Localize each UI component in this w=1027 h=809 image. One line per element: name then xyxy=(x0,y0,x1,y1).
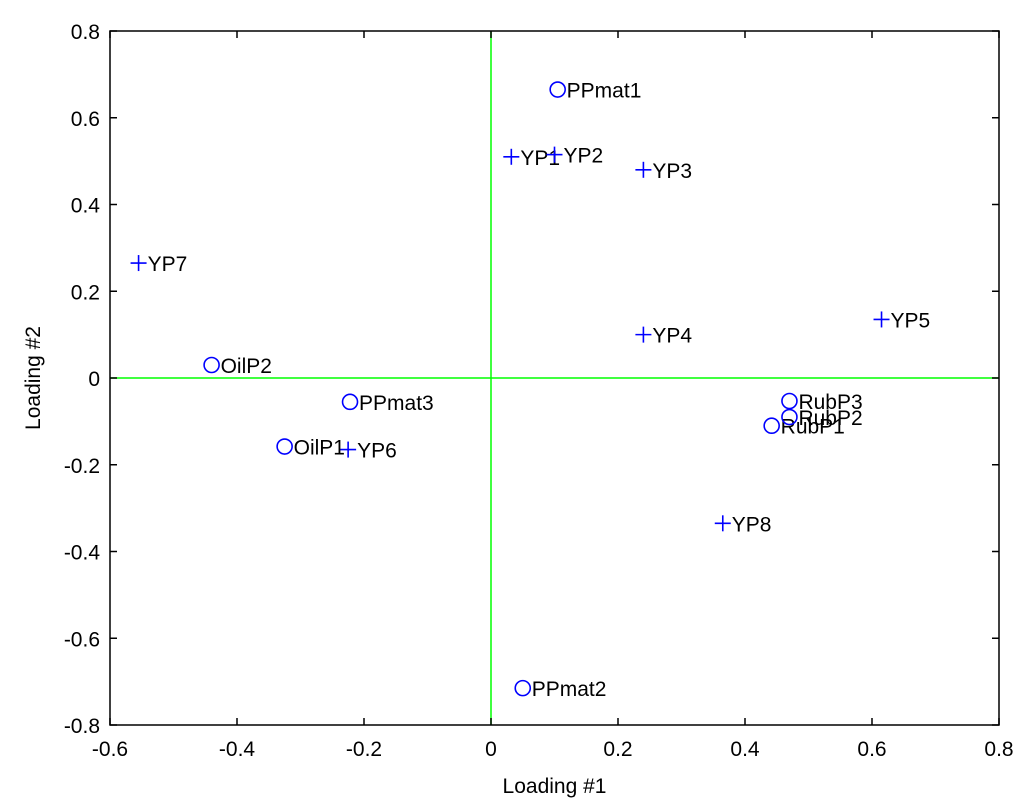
data-point: YP5 xyxy=(873,309,931,332)
x-tick-label: 0.6 xyxy=(857,738,886,761)
data-point: PPmat2 xyxy=(514,678,607,701)
data-point: OilP2 xyxy=(203,355,272,378)
circle-marker xyxy=(781,392,798,410)
point-label: PPmat1 xyxy=(567,80,642,103)
x-tick-label: -0.4 xyxy=(219,738,256,761)
y-tick-label: -0.4 xyxy=(64,542,101,565)
circle-marker xyxy=(549,81,566,98)
y-tick-label: 0.4 xyxy=(71,195,101,218)
point-label: OilP2 xyxy=(221,355,272,378)
y-tick-label: 0.2 xyxy=(71,281,100,304)
x-tick-label: 0 xyxy=(485,738,497,761)
point-label: YP7 xyxy=(148,253,188,276)
data-point: OilP1 xyxy=(276,437,345,460)
x-tick-label: -0.2 xyxy=(346,738,382,761)
data-point: YP4 xyxy=(635,325,692,348)
data-point: PPmat1 xyxy=(549,80,642,103)
circle-marker xyxy=(763,417,780,435)
axes-box xyxy=(109,30,1000,726)
x-tick-label: 0.8 xyxy=(984,738,1013,761)
point-label: OilP1 xyxy=(294,437,345,460)
circle-marker xyxy=(276,438,293,455)
data-points: YP1 YP2 YP3 YP4 YP5 YP6 YP7 YP8 PPmat1 PPmat2 PPma… xyxy=(130,80,931,701)
point-label: RubP3 xyxy=(798,391,862,414)
data-point: YP1 xyxy=(503,147,560,170)
point-label: YP6 xyxy=(357,440,397,463)
point-label: PPmat3 xyxy=(359,392,434,415)
circle-marker xyxy=(514,679,532,697)
point-label: YP5 xyxy=(891,309,931,332)
circle-marker xyxy=(341,393,359,411)
x-tick-label: 0.4 xyxy=(730,738,760,761)
x-tick-label: 0.2 xyxy=(603,738,632,761)
y-tick-label: 0 xyxy=(88,368,100,391)
circle-marker xyxy=(781,408,798,426)
y-tick-label: -0.6 xyxy=(64,628,100,651)
data-point: RubP3 xyxy=(781,391,863,414)
data-point: YP6 xyxy=(340,440,397,463)
point-label: YP3 xyxy=(652,160,692,183)
point-label: YP4 xyxy=(652,325,692,348)
data-point: PPmat3 xyxy=(341,392,434,415)
data-point: YP7 xyxy=(130,253,188,276)
x-tick-label: -0.6 xyxy=(92,738,128,761)
tick-labels: -0.6 -0.4 -0.2 0 0.2 0.4 0.6 0.8-0.8-0.6-0.4-0.… xyxy=(64,21,1014,761)
point-label: YP2 xyxy=(564,145,604,168)
zero-lines xyxy=(110,31,999,725)
y-tick-label: -0.8 xyxy=(64,715,100,738)
x-axis-title: Loading #1 xyxy=(503,775,607,798)
data-point: YP3 xyxy=(635,160,692,183)
point-label: YP1 xyxy=(520,147,560,170)
y-axis-title: Loading #2 xyxy=(22,326,45,430)
data-point: RubP1 xyxy=(763,416,845,439)
circle-marker xyxy=(203,356,220,374)
data-point: YP8 xyxy=(714,513,772,536)
point-label: YP8 xyxy=(732,513,772,536)
data-point: YP2 xyxy=(546,145,604,168)
point-label: RubP2 xyxy=(798,407,862,430)
point-label: RubP1 xyxy=(781,416,845,439)
y-tick-label: 0.8 xyxy=(71,21,100,44)
y-tick-label: -0.2 xyxy=(64,455,100,478)
y-tick-label: 0.6 xyxy=(71,108,100,131)
point-label: PPmat2 xyxy=(532,678,607,701)
data-point: RubP2 xyxy=(781,407,863,430)
